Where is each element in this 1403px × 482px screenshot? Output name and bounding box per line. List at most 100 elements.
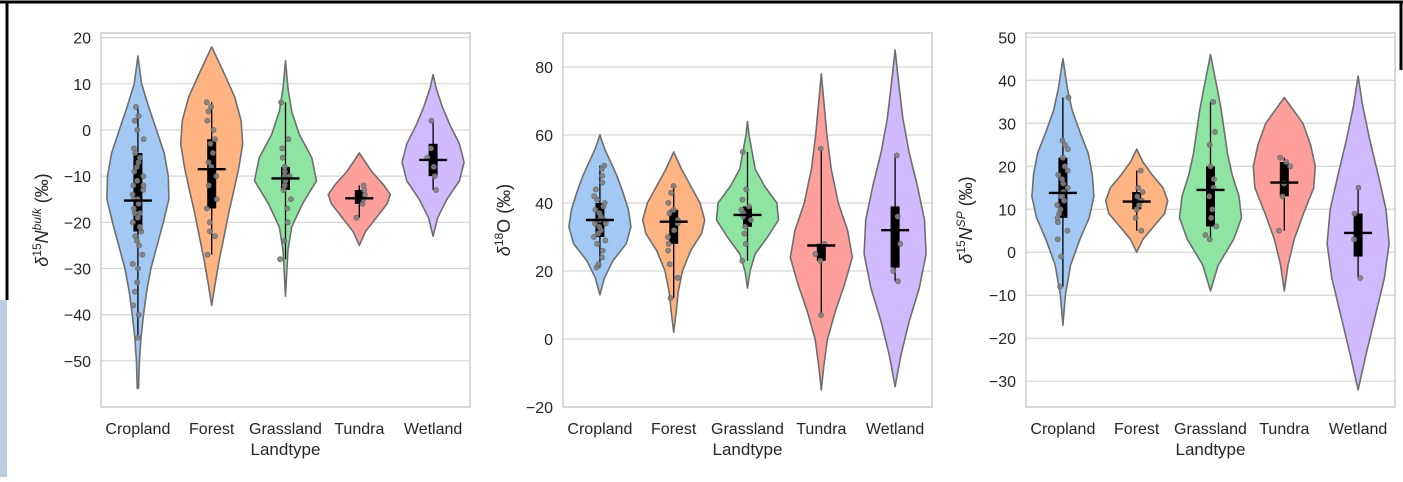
data-point [1132,214,1139,221]
y-tick-label: 60 [535,128,553,145]
data-point [129,219,136,226]
data-point [594,240,600,247]
data-point [135,200,142,207]
x-tick-label: Grassland [711,421,784,438]
data-point [1357,275,1364,281]
y-tick-label: 20 [998,159,1016,176]
y-tick-label: 40 [535,196,553,213]
data-point [209,150,216,156]
data-point [817,257,824,264]
data-point [818,312,824,319]
y-tick-label: −30 [989,374,1016,391]
iqr-box-forest [207,139,217,209]
data-point [129,191,136,198]
data-point [204,117,211,124]
data-point [668,189,674,196]
data-point [203,205,210,212]
x-tick-label: Grassland [249,421,322,438]
data-point [602,237,609,244]
data-point [667,295,674,302]
data-point [1351,236,1357,243]
data-point [210,127,217,133]
data-point [1064,227,1071,234]
x-tick-label: Cropland [1030,421,1095,438]
data-point [1059,176,1065,183]
data-point [137,154,143,161]
data-point [665,247,671,254]
data-point [204,251,211,258]
data-point [1208,214,1215,221]
data-point [433,187,439,193]
axes-frame [100,32,471,408]
data-point [203,99,210,106]
x-tick-label: Tundra [334,421,384,438]
chart-panel-3: 50 40 30 20 10 0 −10 −20 −30 Cropland Forest Grassl… [954,30,1396,459]
y-axis-label: δ15NSP (‰) [954,176,976,263]
data-point [1133,206,1140,213]
data-point [1210,98,1217,105]
data-point [132,233,139,240]
y-tick-label: 0 [82,123,91,140]
data-point [738,206,745,213]
data-point [739,257,746,264]
data-point [591,234,597,240]
x-tick-label: Cropland [105,421,170,438]
data-point [1061,163,1068,170]
data-point [1206,193,1213,200]
data-point [748,217,754,223]
data-point [1287,163,1294,170]
data-point [671,227,677,234]
data-point [1057,206,1064,213]
y-tick-label: 0 [544,332,553,349]
y-tick-label: −40 [64,308,91,325]
data-point [1212,128,1218,135]
data-point [285,136,292,143]
data-point [135,311,142,318]
data-point [592,206,599,213]
data-point [739,196,746,203]
data-point [742,240,749,247]
x-tick-label: Grassland [1174,421,1247,438]
data-point [666,261,673,268]
data-point [895,278,901,285]
data-point [211,136,218,143]
data-point [592,220,598,227]
data-point [1064,167,1071,174]
data-point [599,172,606,179]
data-point [1138,227,1145,234]
data-point [131,117,138,124]
data-point [1054,202,1061,208]
x-tick-label: Tundra [796,421,846,438]
data-point [212,233,218,240]
iqr-box-grassland [743,206,752,227]
data-point [284,205,291,212]
iqr-box-wetland [1353,213,1363,257]
data-point [665,240,672,247]
y-tick-label: 40 [998,73,1016,90]
data-point [130,182,137,189]
data-point [1213,223,1220,230]
data-point [132,104,139,110]
data-point [360,182,367,189]
data-point [1276,227,1282,234]
data-point [1202,232,1209,238]
data-point [140,136,147,143]
data-point [817,145,824,152]
data-point [890,268,897,274]
x-axis-label: Landtype [1176,440,1246,459]
data-point [279,154,286,161]
data-point [206,228,213,235]
data-point [674,274,681,281]
data-point [1135,184,1142,191]
data-point [666,210,673,217]
data-point [205,108,212,115]
data-point [431,173,438,179]
data-point [131,210,138,216]
iqr-box-wetland [890,206,900,268]
data-point [1057,283,1063,290]
data-point [135,113,142,119]
data-point [1211,176,1217,183]
data-point [812,251,819,257]
y-tick-label: −30 [64,261,91,278]
